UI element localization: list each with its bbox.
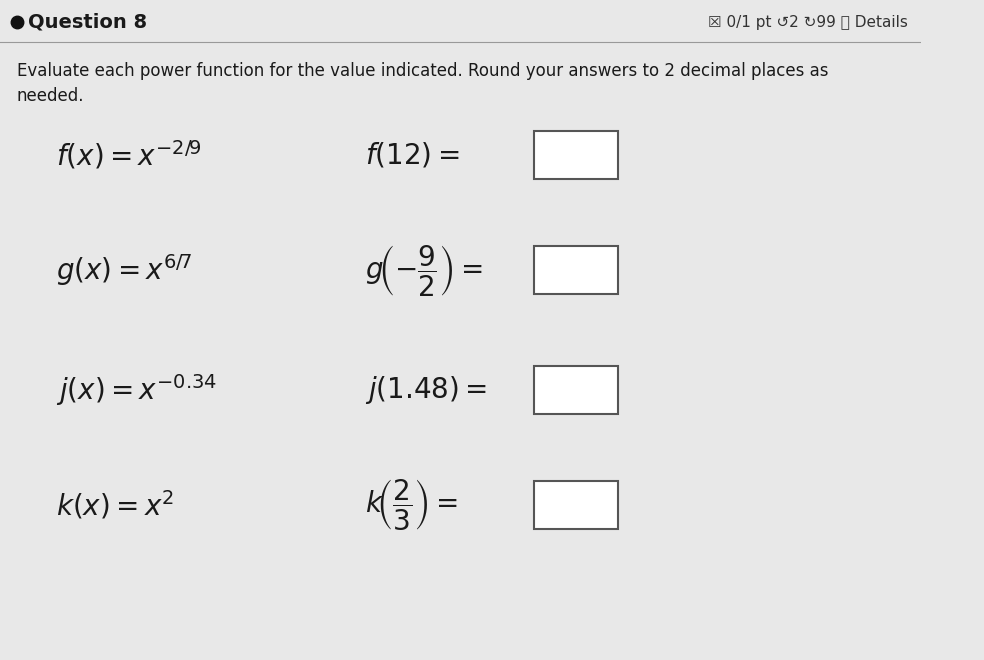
Text: $g\!\left(-\dfrac{9}{2}\right) =$: $g\!\left(-\dfrac{9}{2}\right) =$ bbox=[365, 242, 483, 298]
FancyBboxPatch shape bbox=[533, 366, 618, 414]
Text: ☒ 0/1 pt ↺2 ↻99 ⓘ Details: ☒ 0/1 pt ↺2 ↻99 ⓘ Details bbox=[708, 15, 908, 30]
Text: $g(x) = x^{6/7}$: $g(x) = x^{6/7}$ bbox=[56, 252, 193, 288]
FancyBboxPatch shape bbox=[533, 481, 618, 529]
Text: $k\!\left(\dfrac{2}{3}\right) =$: $k\!\left(\dfrac{2}{3}\right) =$ bbox=[365, 477, 458, 533]
Text: Evaluate each power function for the value indicated. Round your answers to 2 de: Evaluate each power function for the val… bbox=[17, 62, 829, 105]
Text: $k(x) = x^{2}$: $k(x) = x^{2}$ bbox=[56, 488, 174, 521]
Text: $j(x) = x^{-0.34}$: $j(x) = x^{-0.34}$ bbox=[56, 372, 217, 408]
FancyBboxPatch shape bbox=[533, 246, 618, 294]
FancyBboxPatch shape bbox=[533, 131, 618, 179]
Text: $j(1.48) =$: $j(1.48) =$ bbox=[365, 374, 487, 406]
Text: $f(12) =$: $f(12) =$ bbox=[365, 141, 460, 170]
Text: $f(x) = x^{-2/9}$: $f(x) = x^{-2/9}$ bbox=[56, 139, 202, 172]
Text: Question 8: Question 8 bbox=[29, 13, 148, 32]
